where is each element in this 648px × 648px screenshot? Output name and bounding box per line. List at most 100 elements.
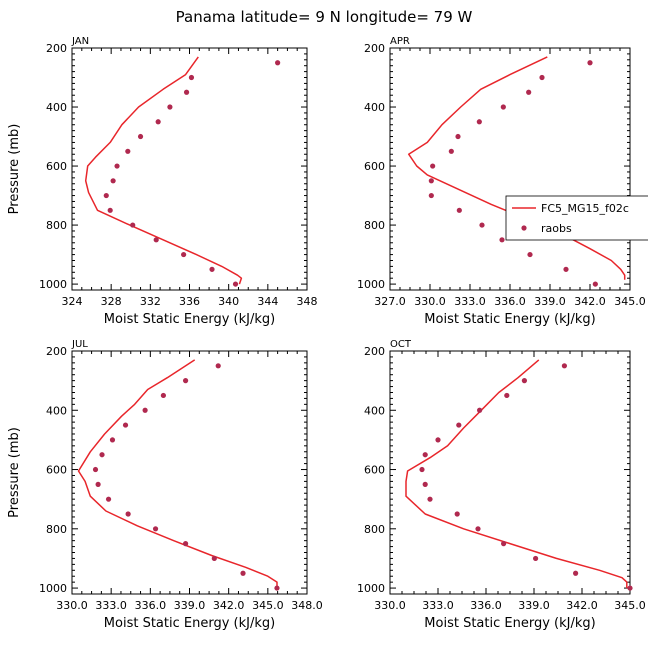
x-axis-label: Moist Static Energy (kJ/kg) xyxy=(424,616,595,631)
y-tick-label: 200 xyxy=(364,42,385,55)
x-tick-label: 328 xyxy=(101,295,122,308)
panel-jul: JUL 330.0 333.0 336.0 339.0 342.0 345.0 348.0 20… xyxy=(7,339,323,631)
raobs-marker xyxy=(130,222,136,228)
raobs-marker xyxy=(422,481,428,487)
raobs-marker xyxy=(209,266,215,272)
raobs-marker xyxy=(92,466,99,473)
y-tick-label: 1000 xyxy=(39,582,67,595)
raobs-marker xyxy=(422,452,428,458)
raobs-marker xyxy=(455,133,461,140)
raobs-marker xyxy=(479,222,485,228)
raobs-marker xyxy=(275,60,281,66)
y-axis-label: Pressure (mb) xyxy=(7,124,22,215)
y-tick-label: 400 xyxy=(46,404,67,417)
raobs-marker xyxy=(103,192,109,199)
x-tick-label: 342.0 xyxy=(213,599,245,612)
x-tick-label: 333.0 xyxy=(422,599,454,612)
raobs-marker xyxy=(427,496,433,502)
raobs-marker xyxy=(561,363,568,369)
x-tick-label: 333.0 xyxy=(95,599,127,612)
raobs-marker xyxy=(211,555,217,562)
raobs-marker xyxy=(160,392,166,399)
raobs-marker xyxy=(232,281,239,287)
raobs-marker xyxy=(592,281,598,287)
y-axis-label: Pressure (mb) xyxy=(7,427,22,518)
x-tick-label: 332 xyxy=(140,295,161,308)
panel-oct: OCT 330.0 333.0 336.0 339.0 342.0 345.0 200 400 6… xyxy=(357,339,646,631)
raobs-marker xyxy=(215,363,221,369)
legend-marker-swatch xyxy=(521,225,527,231)
raobs-marker xyxy=(167,104,173,110)
x-tick-label: 327.0 xyxy=(374,295,406,308)
x-tick-label: 336.0 xyxy=(494,295,526,308)
legend-entry-model: FC5_MG15_f02c xyxy=(541,202,629,215)
raobs-marker xyxy=(182,541,189,547)
raobs-marker xyxy=(499,237,505,243)
y-tick-label: 1000 xyxy=(357,278,385,291)
x-tick-label: 348 xyxy=(297,295,318,308)
raobs-marker xyxy=(114,163,120,169)
raobs-marker xyxy=(475,526,481,532)
raobs-marker xyxy=(533,555,539,562)
raobs-marker xyxy=(155,119,161,125)
raobs-marker xyxy=(109,437,116,443)
panel-label: JUL xyxy=(71,339,88,350)
x-tick-label: 345.0 xyxy=(252,599,284,612)
raobs-marker xyxy=(500,104,506,110)
y-tick-label: 800 xyxy=(46,219,67,232)
x-tick-label: 348.0 xyxy=(291,599,323,612)
raobs-marker xyxy=(428,178,434,184)
plot-frame xyxy=(389,47,631,291)
series-line-jan xyxy=(84,56,243,285)
raobs-marker xyxy=(99,452,105,458)
panel-label: APR xyxy=(390,36,410,47)
raobs-marker xyxy=(501,541,507,547)
x-tick-label: 340 xyxy=(218,295,239,308)
y-tick-label: 1000 xyxy=(39,278,67,291)
raobs-marker xyxy=(183,89,190,95)
raobs-marker xyxy=(137,133,144,140)
raobs-marker xyxy=(181,251,187,258)
series-line-jul xyxy=(77,359,278,589)
raobs-marker xyxy=(122,422,129,428)
plot-frame xyxy=(71,47,308,291)
x-tick-label: 330.0 xyxy=(374,599,406,612)
x-tick-label: 345.0 xyxy=(614,599,646,612)
raobs-marker xyxy=(182,378,189,384)
chart-panels: JAN 324 328 332 336 340 344 348 200 400 600 800 1000… xyxy=(7,36,648,631)
x-tick-label: 345.0 xyxy=(614,295,646,308)
y-tick-label: 1000 xyxy=(357,582,385,595)
y-tick-label: 400 xyxy=(46,101,67,114)
x-tick-label: 333.0 xyxy=(454,295,486,308)
raobs-marker xyxy=(430,163,436,169)
raobs-marker xyxy=(573,570,579,576)
raobs-marker xyxy=(110,178,116,184)
x-tick-label: 344 xyxy=(257,295,278,308)
raobs-marker xyxy=(526,89,532,95)
series-line-apr xyxy=(407,56,626,280)
raobs-marker xyxy=(539,74,545,81)
raobs-marker xyxy=(153,237,159,243)
x-tick-label: 336 xyxy=(179,295,200,308)
raobs-marker xyxy=(587,60,593,66)
plot-frame xyxy=(71,350,308,595)
raobs-marker xyxy=(435,437,441,443)
y-tick-label: 800 xyxy=(364,219,385,232)
raobs-marker xyxy=(454,511,460,517)
figure-title: Panama latitude= 9 N longitude= 79 W xyxy=(176,8,473,26)
raobs-marker xyxy=(107,207,113,213)
y-tick-label: 400 xyxy=(364,101,385,114)
raobs-marker xyxy=(456,207,462,213)
y-tick-label: 800 xyxy=(364,523,385,536)
x-tick-label: 336.0 xyxy=(135,599,167,612)
raobs-marker xyxy=(476,119,482,125)
y-tick-label: 200 xyxy=(46,42,67,55)
raobs-marker xyxy=(125,511,131,517)
panel-label: OCT xyxy=(390,339,412,350)
y-tick-label: 200 xyxy=(46,345,67,358)
raobs-marker xyxy=(448,148,454,154)
y-tick-label: 400 xyxy=(364,404,385,417)
raobs-marker xyxy=(240,570,246,576)
raobs-marker xyxy=(521,378,528,384)
x-tick-label: 339.0 xyxy=(174,599,206,612)
